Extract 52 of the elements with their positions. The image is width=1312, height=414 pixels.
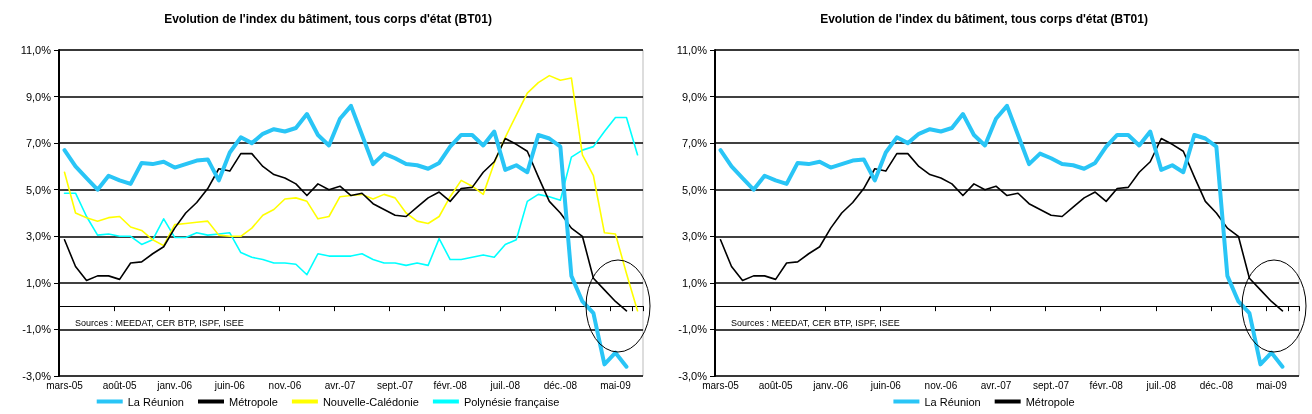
x-tick-label: janv.-06	[156, 379, 193, 391]
x-tick-label: mai-09	[1256, 379, 1288, 391]
x-tick-label: août-05	[102, 379, 137, 391]
x-tick-label: mars-05	[702, 379, 740, 391]
y-tick-label: -3,0%	[678, 370, 708, 382]
legend-label: Polynésie française	[463, 395, 560, 408]
x-tick-label: mai-09	[600, 379, 632, 391]
y-tick-label: -3,0%	[22, 370, 52, 382]
x-tick-label: févr.-08	[433, 379, 468, 391]
x-tick-label: avr.-07	[980, 379, 1012, 391]
x-tick-label: juin-06	[213, 379, 246, 391]
y-tick-label: 11,0%	[20, 44, 52, 56]
line-series	[63, 74, 639, 312]
x-tick-label: août-05	[758, 379, 793, 391]
x-tick-label: nov.-06	[924, 379, 958, 391]
x-tick-label: sept.-07	[377, 379, 414, 391]
line-series	[63, 116, 639, 276]
y-tick-label: 11,0%	[676, 44, 708, 56]
legend-label: Métropole	[228, 395, 278, 408]
y-tick-label: -1,0%	[678, 323, 708, 336]
annotation: Sources : MEEDAT, CER BTP, ISPF, ISEE	[75, 317, 244, 328]
x-tick-label: juil.-08	[1145, 379, 1177, 391]
legend-label: La Réunion	[924, 395, 981, 408]
y-tick-label: 5,0%	[681, 183, 708, 196]
x-tick-label: nov.-06	[268, 379, 302, 391]
x-tick-label: janv.-06	[812, 379, 849, 391]
y-tick-label: 5,0%	[25, 183, 52, 196]
x-tick-label: févr.-08	[1089, 379, 1124, 391]
annotation: Sources : MEEDAT, CER BTP, ISPF, ISEE	[731, 317, 900, 328]
x-tick-label: mars-05	[46, 379, 84, 391]
x-tick-label: avr.-07	[324, 379, 356, 391]
x-tick-label: déc.-08	[1199, 379, 1234, 391]
chart-title: Evolution de l'index du bâtiment, tous corps d'état (BT01)	[820, 12, 1148, 26]
line-series	[718, 103, 1285, 369]
x-tick-label: sept.-07	[1033, 379, 1070, 391]
y-tick-label: 7,0%	[25, 137, 52, 150]
y-tick-label: 1,0%	[25, 276, 52, 289]
y-tick-label: 3,0%	[681, 230, 708, 243]
y-tick-label: 7,0%	[681, 137, 708, 150]
y-tick-label: 9,0%	[25, 90, 52, 103]
legend-label: Métropole	[1025, 395, 1075, 408]
x-tick-label: déc.-08	[543, 379, 578, 391]
y-tick-label: 9,0%	[681, 90, 708, 103]
y-tick-label: -1,0%	[22, 323, 52, 336]
legend-label: La Réunion	[127, 395, 184, 408]
y-tick-label: 3,0%	[25, 230, 52, 243]
line-series	[62, 103, 629, 369]
chart-title: Evolution de l'index du bâtiment, tous corps d'état (BT01)	[164, 12, 492, 26]
x-tick-label: juin-06	[869, 379, 902, 391]
legend-label: Nouvelle-Calédonie	[322, 395, 419, 408]
x-tick-label: juil.-08	[489, 379, 521, 391]
y-tick-label: 1,0%	[681, 276, 708, 289]
